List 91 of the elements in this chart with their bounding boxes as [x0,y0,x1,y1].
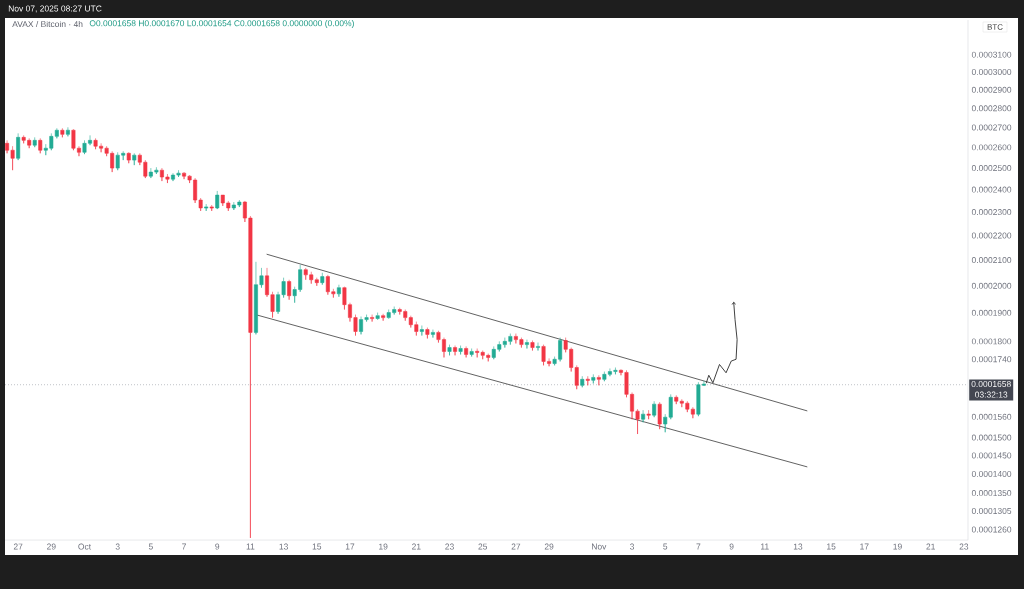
x-tick-label: 23 [445,543,454,550]
x-tick-label: 7 [696,543,701,550]
y-tick-label: 0.0002700 [971,124,1012,131]
text: 03:32:13 [975,391,1008,398]
y-tick-label: 0.0002100 [971,257,1012,264]
candlestick [320,272,325,286]
x-tick-label: Nov [592,543,607,550]
y-tick-label: 0.0002900 [971,86,1012,93]
y-tick-label: 0.0001450 [971,452,1012,459]
candlestick [596,374,601,386]
x-tick-label: 17 [860,543,869,550]
candlestick [419,325,424,336]
x-tick-label: 21 [926,543,935,550]
y-tick-label: 0.0002800 [971,105,1012,112]
y-tick-label: 0.0002300 [971,209,1012,216]
candlestick [585,375,590,386]
candlestick [646,409,651,420]
x-tick-label: 17 [345,543,355,550]
candlestick [336,284,341,298]
candlestick [425,327,430,339]
text: Nov 07, 2025 08:27 UTC [8,5,102,13]
y-tick-label: 0.0001740 [971,356,1012,363]
candlestick [209,204,214,212]
candlestick [38,138,43,154]
y-tick-label: 0.0002000 [971,282,1012,289]
candlestick [464,346,469,358]
x-tick-label: Oct [78,543,92,550]
x-tick-label: 29 [544,543,554,550]
x-tick-label: 7 [182,543,186,550]
y-tick-label: 0.0001500 [971,434,1012,441]
y-tick-label: 0.0001800 [971,338,1012,345]
candlestick [524,339,529,349]
candlestick [430,329,435,338]
candlestick [652,400,657,418]
x-tick-label: 3 [115,543,120,550]
y-tick-label: 0.0002200 [971,232,1012,239]
candlestick [65,126,70,137]
candlestick [32,137,37,148]
candlestick [453,345,458,356]
x-tick-label: 21 [412,543,421,550]
chart-subtitle: O0.0001658 H0.0001670 L0.0001654 C0.0001658 0.0000000 (0.00%) [89,20,354,28]
x-tick-label: 11 [246,543,255,550]
x-tick-label: 27 [511,543,521,550]
candlestick [204,203,209,212]
x-tick-label: 15 [312,543,322,550]
candlestick [580,375,585,388]
candlestick [381,313,386,321]
candlestick [287,279,292,301]
candlestick [458,345,463,355]
x-tick-label: 23 [959,543,969,550]
y-tick-label: 0.0003100 [971,51,1012,58]
candlestick [16,133,21,161]
y-tick-label: 0.0003000 [971,68,1012,75]
x-tick-label: 9 [215,543,220,550]
candlestick [657,401,662,430]
y-tick-label: 0.0001900 [971,309,1012,316]
y-tick-label: 0.0002400 [971,186,1012,193]
x-tick-label: 13 [793,543,803,550]
candlestick [126,151,131,164]
x-tick-label: 3 [630,543,635,550]
candlestick [215,190,220,210]
candlestick [447,344,452,356]
x-tick-label: 5 [663,543,668,550]
x-tick-label: 13 [279,543,288,550]
y-tick-label: 0.0001305 [971,507,1012,514]
candlestick [60,127,65,138]
x-tick-label: 19 [379,543,388,550]
candlestick [469,348,474,357]
y-tick-label: 0.0001560 [971,413,1012,420]
x-tick-label: 27 [13,543,23,550]
x-tick-label: 25 [478,543,488,550]
x-tick-label: 9 [729,543,734,550]
y-tick-label: 0.0002500 [971,165,1012,172]
candlestick [132,153,137,166]
ref-line-label: 0.0001658 [971,381,1011,387]
x-tick-label: 29 [47,543,56,550]
candlestick [641,409,646,423]
candlestick [370,314,375,322]
candlestick [591,374,596,384]
y-tick-label: 0.0001400 [971,470,1012,477]
y-tick-label: 0.0002600 [971,144,1012,151]
chart-title: AVAX / Bitcoin · 4h [12,20,83,28]
x-tick-label: 5 [148,543,153,550]
candlestick [536,342,540,351]
candlestick [375,312,380,320]
y-tick-label: 0.0001260 [971,526,1012,533]
x-tick-label: 15 [827,543,836,550]
x-tick-label: 11 [761,543,769,550]
candlestick [530,340,535,351]
y-tick-label: 0.0001350 [971,490,1012,497]
x-tick-label: 19 [893,543,902,550]
